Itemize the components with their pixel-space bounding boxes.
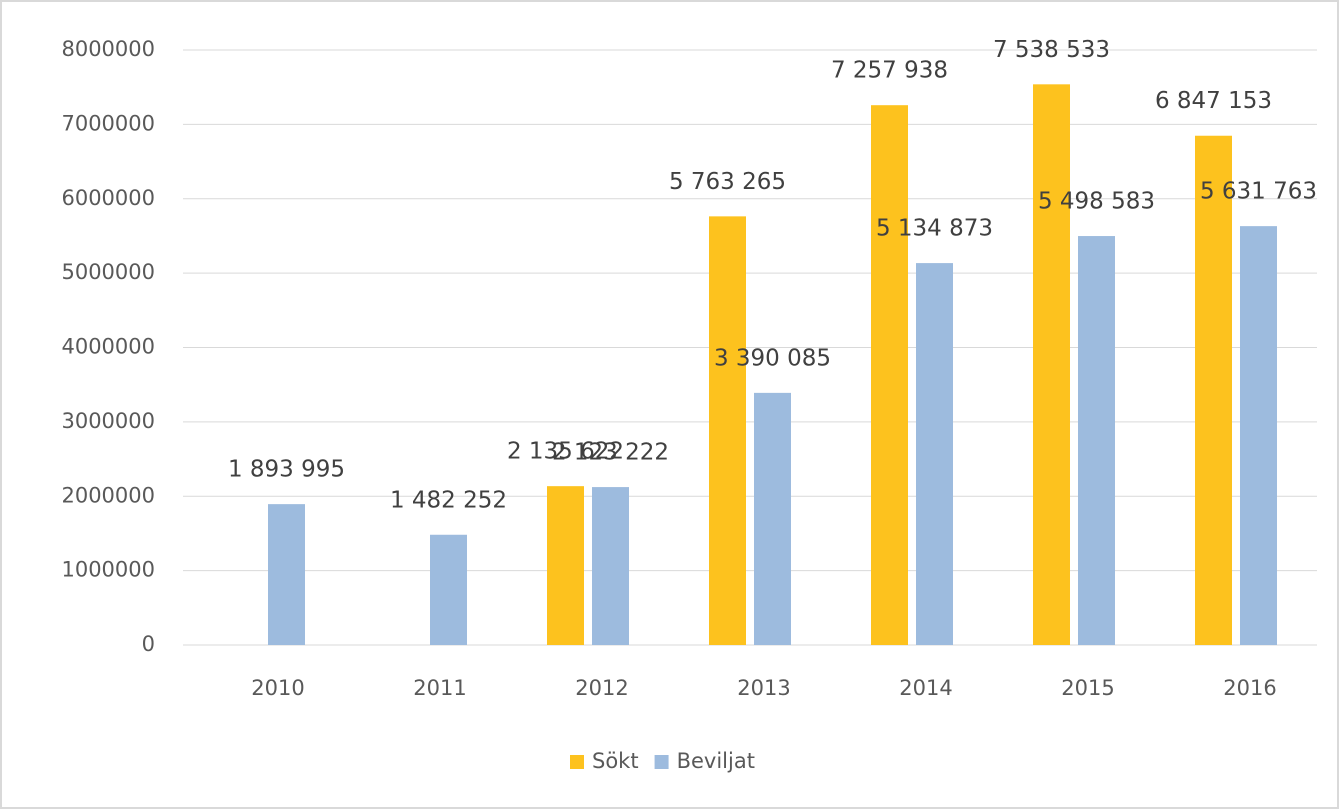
x-tick-label: 2016 [1223, 676, 1276, 700]
y-tick-label: 2000000 [61, 483, 155, 507]
bar [916, 263, 953, 645]
x-tick-label: 2013 [737, 676, 790, 700]
x-tick-label: 2010 [251, 676, 304, 700]
bar [592, 487, 629, 645]
value-label: 5 763 265 [669, 169, 786, 195]
legend-swatch [570, 755, 584, 769]
bar [754, 392, 791, 645]
value-label: 5 631 763 [1200, 179, 1317, 205]
legend-label: Beviljat [677, 749, 755, 773]
y-tick-label: 5000000 [61, 260, 155, 284]
bar [1240, 226, 1277, 645]
bar [430, 534, 467, 645]
value-label: 6 847 153 [1155, 88, 1272, 114]
x-tick-label: 2011 [413, 676, 466, 700]
value-label: 5 134 873 [876, 216, 993, 242]
y-tick-label: 4000000 [61, 335, 155, 359]
bar [547, 486, 584, 645]
value-label: 7 538 533 [993, 37, 1110, 63]
y-tick-label: 6000000 [61, 186, 155, 210]
legend-label: Sökt [592, 749, 639, 773]
value-label: 3 390 085 [714, 345, 831, 371]
x-tick-label: 2015 [1061, 676, 1114, 700]
value-label: 7 257 938 [831, 58, 948, 84]
x-tick-label: 2012 [575, 676, 628, 700]
value-label: 5 498 583 [1038, 189, 1155, 215]
legend-swatch [654, 755, 669, 769]
bar [871, 105, 908, 646]
value-label: 1 482 252 [390, 487, 507, 513]
value-label: 2 123 222 [552, 440, 669, 466]
y-tick-label: 8000000 [61, 37, 155, 61]
value-label: 2 135 622 [507, 439, 624, 465]
bar [268, 504, 305, 645]
y-tick-label: 1000000 [61, 558, 155, 582]
bar [709, 216, 746, 645]
bar [1195, 135, 1232, 646]
y-tick-label: 3000000 [61, 409, 155, 433]
y-tick-label: 7000000 [61, 111, 155, 135]
value-label: 1 893 995 [228, 457, 345, 483]
y-tick-label: 0 [142, 632, 155, 656]
bar [1078, 236, 1115, 645]
bar [1033, 84, 1070, 646]
x-tick-label: 2014 [899, 676, 952, 700]
